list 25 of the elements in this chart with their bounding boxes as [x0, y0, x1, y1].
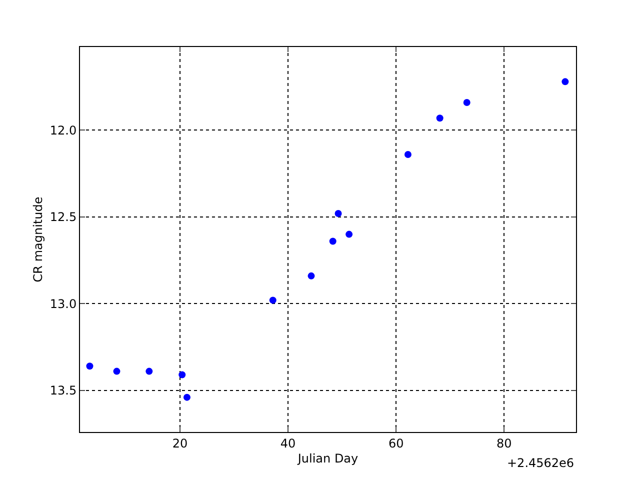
point — [146, 368, 153, 375]
point — [404, 151, 412, 158]
x-tick-label: 80 — [496, 436, 512, 450]
y-tick-label: 12.5 — [50, 210, 77, 224]
x-tick-label: 20 — [172, 436, 188, 450]
point — [436, 114, 444, 122]
x-axis-title: Julian Day — [296, 451, 358, 466]
point — [562, 78, 569, 86]
x-tick-label: 60 — [388, 436, 404, 450]
point — [346, 230, 353, 238]
point — [86, 362, 94, 370]
y-tick-label: 13.5 — [50, 384, 77, 398]
point — [178, 371, 186, 378]
text: +2.4562e6 — [507, 456, 574, 470]
y-tick-label: 12.0 — [50, 123, 77, 138]
point — [334, 210, 342, 217]
y-axis-title: CR magnitude — [31, 196, 46, 282]
point — [113, 368, 120, 375]
point — [269, 296, 276, 304]
point — [308, 272, 315, 280]
point — [329, 238, 336, 245]
y-tick-label: 13.0 — [50, 296, 77, 311]
point — [183, 394, 190, 401]
x-tick-label: 40 — [280, 436, 296, 450]
point — [463, 99, 470, 106]
